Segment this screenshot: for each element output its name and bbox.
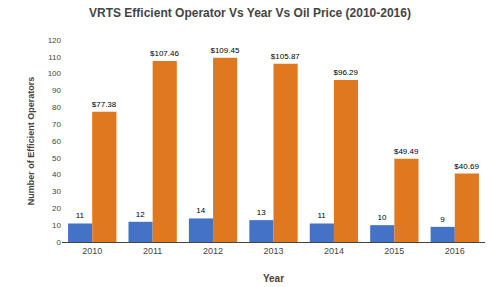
svg-text:9: 9 bbox=[440, 215, 445, 224]
svg-text:20: 20 bbox=[52, 204, 61, 213]
svg-text:120: 120 bbox=[48, 36, 62, 45]
svg-text:VRTS Efficient Operator Vs Yea: VRTS Efficient Operator Vs Year Vs Oil P… bbox=[89, 6, 411, 20]
svg-text:2014: 2014 bbox=[324, 246, 344, 256]
svg-text:14: 14 bbox=[196, 206, 205, 215]
svg-text:$109.45: $109.45 bbox=[210, 46, 239, 55]
svg-text:2011: 2011 bbox=[143, 246, 162, 256]
svg-text:100: 100 bbox=[48, 69, 62, 78]
svg-text:12: 12 bbox=[136, 210, 145, 219]
svg-text:Number of Efficient Operators: Number of Efficient Operators bbox=[26, 77, 36, 206]
svg-text:$49.49: $49.49 bbox=[394, 147, 419, 156]
svg-text:Year: Year bbox=[263, 273, 284, 284]
svg-text:90: 90 bbox=[52, 86, 61, 95]
svg-text:0: 0 bbox=[57, 238, 62, 247]
svg-text:110: 110 bbox=[48, 53, 61, 62]
svg-text:40: 40 bbox=[52, 170, 61, 179]
svg-text:10: 10 bbox=[378, 213, 387, 222]
svg-text:2015: 2015 bbox=[384, 246, 404, 256]
svg-text:2010: 2010 bbox=[82, 246, 102, 256]
svg-text:2013: 2013 bbox=[263, 246, 283, 256]
svg-text:60: 60 bbox=[52, 137, 61, 146]
svg-text:$105.87: $105.87 bbox=[271, 52, 300, 61]
svg-text:30: 30 bbox=[52, 187, 61, 196]
svg-text:$96.29: $96.29 bbox=[334, 68, 359, 77]
svg-text:50: 50 bbox=[52, 154, 61, 163]
svg-text:10: 10 bbox=[52, 221, 61, 230]
svg-text:70: 70 bbox=[52, 120, 61, 129]
svg-text:80: 80 bbox=[52, 103, 61, 112]
svg-text:11: 11 bbox=[317, 211, 326, 220]
svg-text:11: 11 bbox=[76, 211, 85, 220]
svg-text:$77.38: $77.38 bbox=[92, 100, 117, 109]
svg-text:$107.46: $107.46 bbox=[150, 49, 179, 58]
svg-text:2016: 2016 bbox=[445, 246, 465, 256]
svg-text:13: 13 bbox=[257, 208, 266, 217]
svg-text:2012: 2012 bbox=[203, 246, 223, 256]
svg-text:$40.69: $40.69 bbox=[454, 162, 479, 171]
